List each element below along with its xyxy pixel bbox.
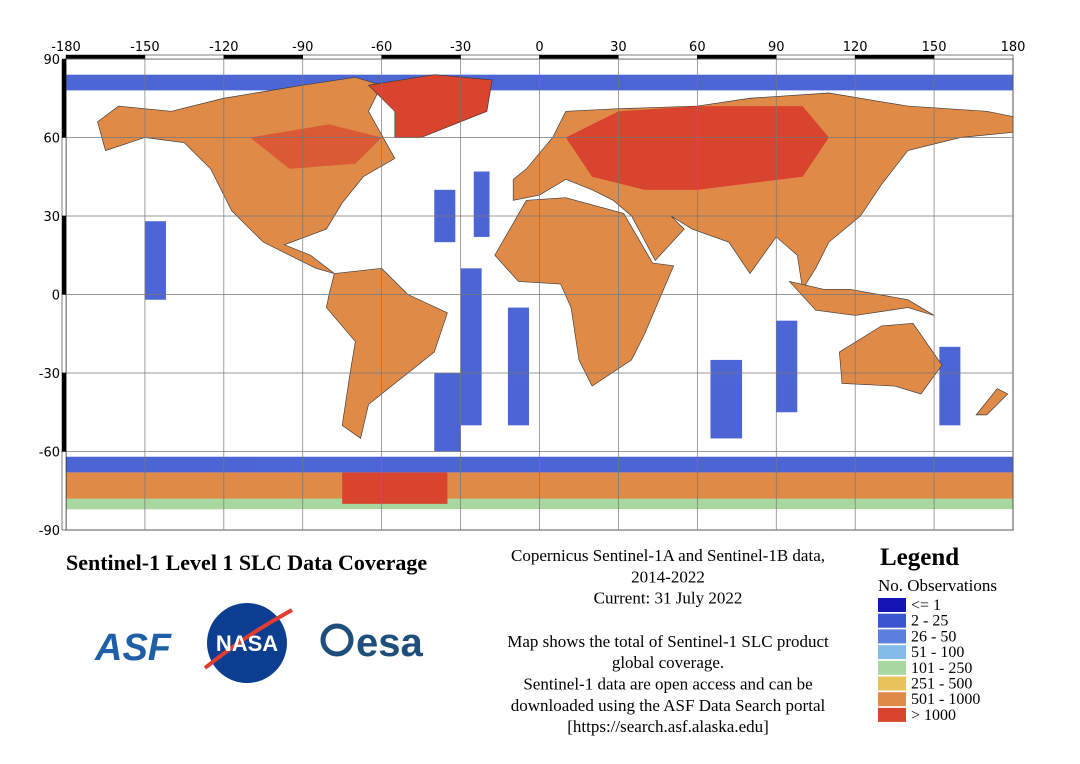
legend-subtitle: No. Observations [878,576,997,595]
description-line: global coverage. [612,653,724,672]
description-line: 2014-2022 [631,567,705,586]
scale-bar [539,54,619,60]
legend-label: 501 - 1000 [911,691,980,708]
scale-bar [61,215,67,295]
scale-bar [61,294,67,374]
scale-bar [460,54,540,60]
description: Copernicus Sentinel-1A and Sentinel-1B d… [507,546,829,736]
scale-bar [223,54,303,60]
y-tick-label: 90 [43,53,60,68]
x-tick-label: -60 [371,40,392,55]
legend-label: 51 - 100 [911,644,964,661]
y-tick-label: -90 [39,524,60,539]
scale-bar [65,54,146,60]
x-tick-label: 30 [610,40,627,55]
legend-swatch [878,660,906,675]
scale-bar [144,54,225,60]
scale-bar [61,451,67,531]
asf-logo: ASF [94,627,173,669]
y-tick-label: -30 [39,367,60,382]
legend-swatch [878,613,906,628]
scale-bar [381,54,461,60]
y-tick-label: 0 [52,289,60,304]
scale-bar [61,58,67,138]
legend-swatch [878,598,906,612]
x-tick-label: 120 [843,40,868,55]
legend-label: 251 - 500 [911,676,972,693]
x-tick-label: 150 [922,40,947,55]
scale-bar [302,54,382,60]
esa-logo-text: esa [356,621,423,665]
description-line: Copernicus Sentinel-1A and Sentinel-1B d… [511,546,825,565]
description-line: Sentinel-1 data are open access and can … [523,675,812,694]
scale-bar [61,372,67,452]
scale-bar [933,54,1014,60]
map-title: Sentinel-1 Level 1 SLC Data Coverage [66,550,427,575]
legend-swatch [878,629,906,644]
scale-bar [618,54,698,60]
x-tick-label: -180 [51,40,81,55]
esa-logo-mark [320,623,354,657]
legend-label: 26 - 50 [911,628,956,645]
legend-swatch [878,707,906,722]
x-tick-label: -120 [209,40,239,55]
x-tick-label: 180 [1001,40,1026,55]
legend-label: 101 - 250 [911,660,972,677]
y-tick-label: 30 [43,210,60,225]
x-tick-label: 60 [689,40,706,55]
legend-swatch [878,645,906,660]
y-tick-label: 60 [43,132,60,147]
axes: -180 -150 -120 -90 -60 -30 0 30 60 90 120 150 180 90 6… [39,40,1026,539]
description-line: Map shows the total of Sentinel-1 SLC pr… [507,632,829,651]
x-tick-label: -90 [292,40,313,55]
description-line: Current: 31 July 2022 [594,589,743,608]
x-tick-label: -30 [450,40,471,55]
scale-bar [697,54,777,60]
scale-bar [854,54,935,60]
scale-bar [776,54,856,60]
description-line: [https://search.asf.alaska.edu] [567,717,769,736]
x-tick-label: 0 [535,40,543,55]
nasa-swoosh [203,608,293,670]
y-tick-label: -60 [39,446,60,461]
legend-label: > 1000 [911,707,956,724]
scale-bar [61,137,67,217]
legend-title: Legend [880,544,959,571]
description-line: downloaded using the ASF Data Search por… [511,696,826,715]
x-tick-label: -150 [130,40,160,55]
legend-swatch [878,676,906,691]
legend-label: 2 - 25 [911,613,948,630]
legend-swatch [878,692,906,707]
legend-label: <= 1 [911,597,941,614]
x-tick-label: 90 [768,40,785,55]
nasa-logo-text: NASA [216,631,278,656]
